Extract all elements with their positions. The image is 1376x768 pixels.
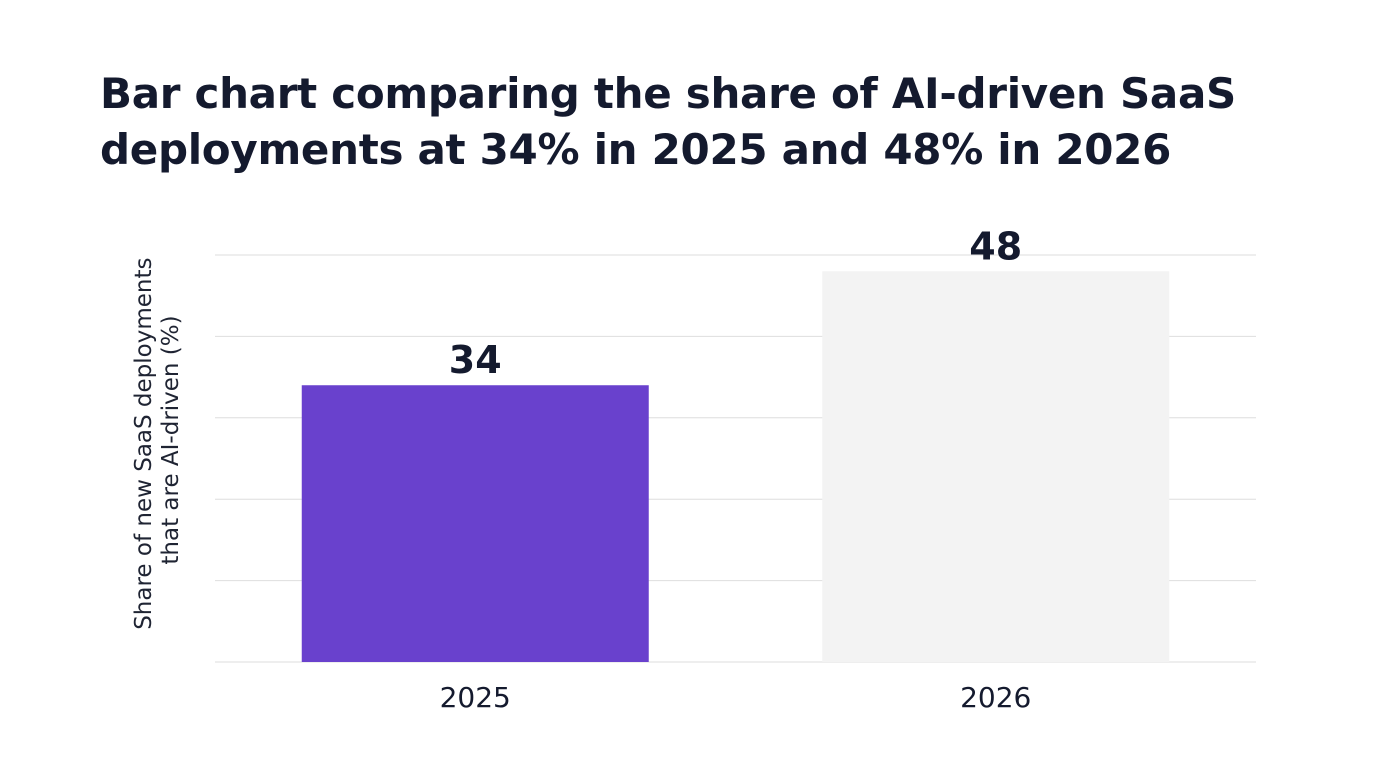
bar-2026: [822, 271, 1170, 662]
chart-title: Bar chart comparing the share of AI-driv…: [100, 69, 1236, 174]
labels: 34 2025 48 2026: [440, 224, 1032, 714]
y-axis-label: Share of new SaaS deployments that are A…: [131, 250, 184, 630]
y-axis-label-line-1: Share of new SaaS deployments: [131, 258, 157, 630]
y-axis-label-line-2: that are AI-driven (%): [158, 315, 184, 564]
x-tick-label-2025: 2025: [440, 681, 511, 714]
value-label-2026: 48: [969, 224, 1022, 268]
value-label-2025: 34: [449, 338, 502, 382]
bars: [301, 271, 1170, 662]
x-tick-label-2026: 2026: [960, 681, 1031, 714]
bar-2025: [301, 385, 649, 662]
